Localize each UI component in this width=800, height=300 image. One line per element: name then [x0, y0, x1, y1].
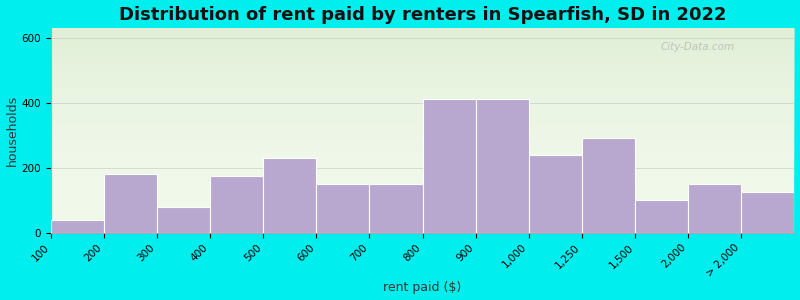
- Bar: [476, 99, 529, 232]
- Title: Distribution of rent paid by renters in Spearfish, SD in 2022: Distribution of rent paid by renters in …: [119, 6, 726, 24]
- Text: City-Data.com: City-Data.com: [661, 42, 734, 52]
- Bar: [422, 99, 476, 232]
- Bar: [688, 184, 742, 232]
- Bar: [104, 174, 157, 233]
- Bar: [263, 158, 316, 232]
- Y-axis label: households: households: [6, 94, 18, 166]
- Bar: [370, 184, 422, 232]
- Bar: [742, 192, 794, 232]
- X-axis label: rent paid ($): rent paid ($): [383, 281, 462, 294]
- Bar: [157, 206, 210, 232]
- Bar: [210, 176, 263, 232]
- Bar: [529, 154, 582, 232]
- Bar: [635, 200, 688, 233]
- Bar: [582, 138, 635, 232]
- Bar: [316, 184, 370, 232]
- Bar: [50, 220, 104, 232]
